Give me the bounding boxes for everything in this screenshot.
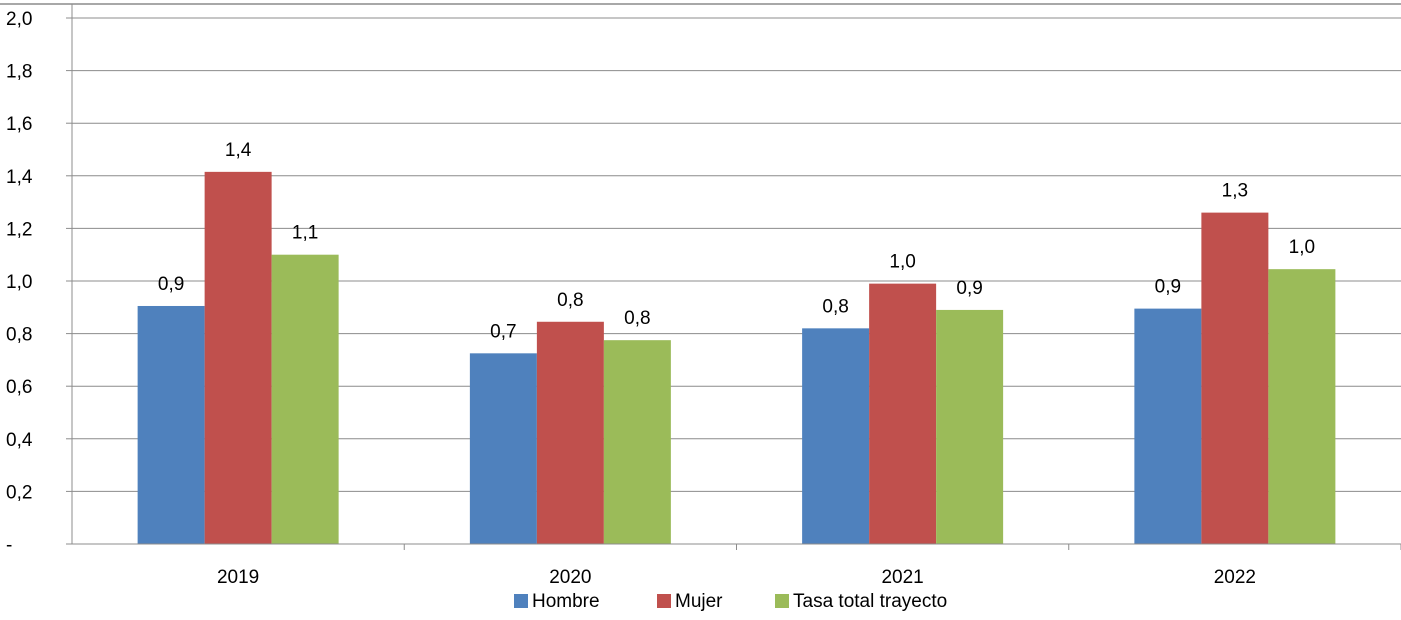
y-tick-label: 0,2: [6, 482, 32, 503]
bar-mujer-2019: [204, 171, 272, 545]
data-labels: 0,9 1,4 1,1 0,7 0,8 0,8 0,8 1,0 0,9 0,9 1,3 1,0: [158, 140, 1315, 342]
bar-mujer-2020: [536, 321, 604, 544]
legend-label: Mujer: [675, 591, 723, 612]
bar-tasa-total-trayecto-2021: [936, 309, 1004, 544]
y-tick-label: 2,0: [6, 9, 32, 30]
data-label: 1,4: [225, 140, 252, 161]
x-tick-label: 2021: [881, 567, 923, 588]
bar-tasa-total-trayecto-2022: [1268, 269, 1336, 544]
data-label: 0,7: [490, 321, 516, 342]
legend-label: Tasa total trayecto: [793, 591, 947, 612]
y-tick-label: 1,6: [6, 114, 32, 135]
y-axis-tick-labels: - 0,2 0,4 0,6 0,8 1,0 1,2 1,4 1,6 1,8 2,0: [6, 9, 33, 556]
y-tick-label: 1,2: [6, 219, 32, 240]
bar-hombre-2019: [137, 305, 205, 544]
legend-swatch-mujer: [657, 594, 671, 608]
legend-swatch-tasa-total-trayecto: [775, 594, 789, 608]
x-axis-tick-labels: 2019 2020 2021 2022: [217, 567, 1256, 588]
bar-tasa-total-trayecto-2019: [271, 254, 339, 544]
bars: [137, 171, 1336, 545]
bar-hombre-2021: [802, 328, 870, 544]
legend-label: Hombre: [532, 591, 600, 612]
y-tick-label: 0,4: [6, 430, 33, 451]
data-label: 0,9: [956, 278, 982, 299]
bar-mujer-2021: [869, 283, 937, 544]
x-tick-label: 2020: [549, 567, 591, 588]
bar-tasa-total-trayecto-2020: [603, 340, 671, 544]
data-label: 0,8: [822, 296, 848, 317]
legend: Hombre Mujer Tasa total trayecto: [514, 591, 947, 612]
data-label: 0,9: [1155, 277, 1181, 298]
y-tick-label: 1,0: [6, 272, 32, 293]
data-label: 0,9: [158, 274, 184, 295]
bar-hombre-2022: [1134, 308, 1202, 544]
data-label: 0,8: [557, 290, 583, 311]
x-tick-label: 2022: [1214, 567, 1256, 588]
y-tick-label: 1,4: [6, 167, 33, 188]
legend-swatch-hombre: [514, 594, 528, 608]
x-tick-label: 2019: [217, 567, 259, 588]
bar-hombre-2020: [469, 353, 537, 544]
data-label: 1,1: [292, 223, 318, 244]
data-label: 1,0: [1289, 237, 1315, 258]
data-label: 0,8: [624, 308, 650, 329]
y-tick-label: -: [6, 535, 12, 556]
y-tick-label: 0,6: [6, 377, 32, 398]
y-tick-label: 0,8: [6, 325, 32, 346]
data-label: 1,3: [1222, 181, 1248, 202]
bar-mujer-2022: [1201, 212, 1269, 544]
y-tick-label: 1,8: [6, 62, 32, 83]
axes: [66, 4, 1401, 550]
data-label: 1,0: [889, 252, 915, 273]
